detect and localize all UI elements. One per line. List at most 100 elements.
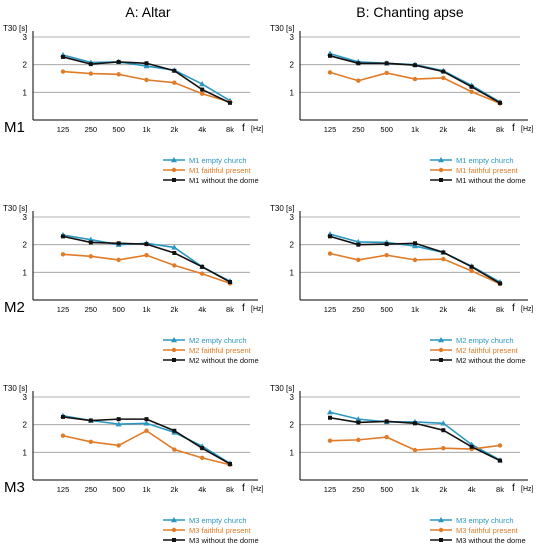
legend-label: M2 empty church: [456, 336, 514, 345]
data-point: [228, 280, 232, 285]
y-tick-label: 1: [23, 268, 28, 277]
legend-label: M3 faithful present: [189, 526, 252, 535]
y-tick-label: 2: [290, 61, 295, 70]
y-axis-label: T30 [s]: [270, 384, 294, 393]
legend-marker: [438, 337, 444, 343]
data-point: [498, 458, 502, 463]
legend-marker: [439, 178, 443, 182]
data-point: [356, 61, 361, 66]
legend-entry: M1 faithful present: [163, 166, 252, 175]
data-point: [88, 418, 93, 423]
x-tick-label: 8k: [226, 305, 234, 314]
legend-entry: M1 faithful present: [430, 166, 519, 175]
data-point: [328, 234, 332, 239]
data-point: [199, 455, 205, 461]
data-point: [144, 61, 149, 66]
data-point: [469, 84, 474, 89]
data-point: [116, 257, 121, 263]
x-axis-unit: [Hz]: [521, 486, 534, 493]
data-point: [61, 414, 65, 419]
x-tick-label: 8k: [496, 305, 504, 314]
y-axis-label: T30 [s]: [270, 24, 294, 33]
x-tick-label: 125: [57, 305, 70, 314]
x-tick-label: 500: [112, 125, 125, 134]
x-tick-label: 2k: [439, 305, 447, 314]
legend-marker: [171, 527, 177, 533]
y-tick-label: 3: [23, 213, 28, 222]
legend-label: M1 faithful present: [189, 166, 252, 175]
x-tick-label: 2k: [170, 125, 178, 134]
data-point: [327, 251, 333, 256]
legend-marker: [172, 178, 176, 182]
legend-entry: M1 without the dome: [430, 176, 526, 185]
data-point: [328, 53, 332, 58]
x-tick-label: 2k: [439, 485, 447, 494]
x-axis-label: f: [242, 303, 245, 314]
x-tick-label: 250: [85, 125, 98, 134]
data-point: [116, 417, 121, 422]
legend-entry: M3 faithful present: [163, 526, 252, 535]
legend-label: M2 empty church: [189, 336, 247, 345]
chart-panels: 1 2 3 T30 [s] f [Hz] 125 250 500 1k 2k 4k 8k M1 empty…: [3, 24, 534, 545]
legend-marker: [438, 157, 444, 163]
data-point: [384, 419, 389, 424]
data-point: [60, 433, 66, 438]
data-point: [88, 254, 94, 259]
y-tick-label: 1: [290, 448, 295, 457]
data-point: [356, 420, 361, 425]
legend-entry: M3 without the dome: [163, 536, 259, 545]
x-tick-label: 125: [57, 485, 70, 494]
x-tick-label: 1k: [411, 125, 419, 134]
legend-label: M1 without the dome: [189, 176, 259, 185]
data-point: [200, 87, 205, 92]
data-point: [440, 420, 447, 426]
data-point: [144, 417, 149, 422]
y-tick-label: 3: [290, 213, 295, 222]
column-title-a: A: Altar: [125, 4, 170, 20]
legend-entry: M2 without the dome: [430, 356, 526, 365]
row-label-m1: M1: [4, 119, 25, 136]
data-point: [144, 428, 149, 433]
data-point: [441, 428, 446, 433]
row-label-m2: M2: [4, 299, 25, 316]
data-point: [497, 443, 503, 448]
x-tick-label: 4k: [468, 125, 476, 134]
legend-entry: M2 empty church: [163, 336, 247, 345]
x-tick-label: 500: [380, 485, 393, 494]
data-point: [412, 243, 418, 249]
data-point: [412, 257, 418, 263]
x-tick-label: 1k: [143, 305, 151, 314]
data-point: [228, 461, 232, 466]
data-point: [356, 78, 361, 83]
data-point: [171, 244, 178, 250]
x-axis-label: f: [512, 123, 515, 134]
x-tick-label: 8k: [496, 125, 504, 134]
legend-entry: M3 faithful present: [430, 526, 519, 535]
data-point: [327, 70, 333, 75]
y-tick-label: 3: [23, 33, 28, 42]
y-tick-label: 1: [290, 88, 295, 97]
data-point: [199, 91, 205, 96]
legend-label: M1 empty church: [456, 156, 514, 165]
x-tick-label: 125: [324, 305, 337, 314]
legend-marker: [439, 358, 443, 362]
legend-entry: M2 without the dome: [163, 356, 259, 365]
y-tick-label: 1: [290, 268, 295, 277]
data-point: [441, 256, 446, 262]
x-axis-label: f: [242, 483, 245, 494]
x-tick-label: 2k: [170, 305, 178, 314]
data-point: [498, 281, 502, 286]
data-point: [384, 242, 389, 247]
x-tick-label: 4k: [198, 125, 206, 134]
x-axis-label: f: [512, 303, 515, 314]
legend-label: M1 faithful present: [456, 166, 519, 175]
legend-label: M3 without the dome: [189, 536, 259, 545]
data-point: [327, 409, 333, 415]
y-tick-label: 1: [23, 88, 28, 97]
data-point: [60, 69, 66, 74]
legend-entry: M2 faithful present: [430, 346, 519, 355]
data-point: [172, 68, 177, 73]
